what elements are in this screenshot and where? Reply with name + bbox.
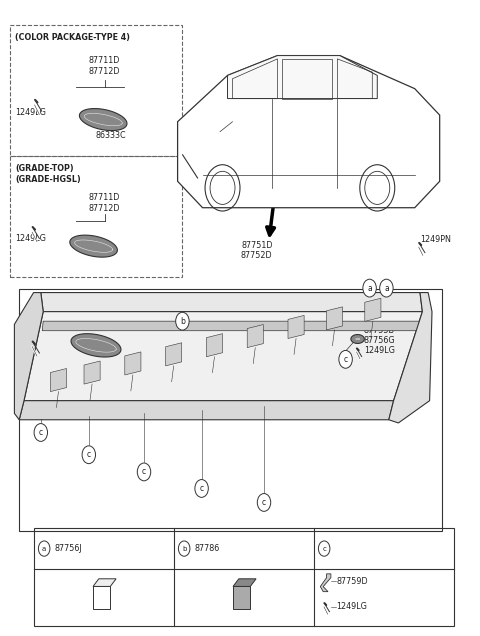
Text: 87711D: 87711D bbox=[27, 321, 59, 330]
Circle shape bbox=[38, 541, 50, 556]
Text: 87756J: 87756J bbox=[55, 544, 83, 553]
Text: b: b bbox=[182, 546, 186, 551]
Polygon shape bbox=[14, 293, 43, 420]
Text: 87712D: 87712D bbox=[89, 204, 120, 212]
Polygon shape bbox=[351, 335, 364, 343]
Text: c: c bbox=[262, 498, 266, 507]
Polygon shape bbox=[247, 324, 264, 348]
Text: 86333C: 86333C bbox=[95, 131, 126, 140]
Circle shape bbox=[195, 480, 208, 497]
Text: 1249LG: 1249LG bbox=[336, 602, 368, 611]
Text: (GRADE-HGSL): (GRADE-HGSL) bbox=[15, 175, 81, 184]
Circle shape bbox=[257, 494, 271, 511]
Circle shape bbox=[82, 446, 96, 464]
Polygon shape bbox=[71, 334, 121, 357]
Polygon shape bbox=[70, 235, 118, 257]
Polygon shape bbox=[228, 55, 377, 99]
Polygon shape bbox=[84, 361, 100, 384]
Text: 1249LG: 1249LG bbox=[15, 108, 46, 117]
Text: c: c bbox=[39, 428, 43, 437]
Polygon shape bbox=[50, 368, 67, 392]
Text: (GRADE-TOP): (GRADE-TOP) bbox=[15, 164, 74, 173]
Polygon shape bbox=[178, 55, 440, 208]
Text: 1249LG: 1249LG bbox=[13, 349, 44, 357]
Text: 87751D: 87751D bbox=[241, 241, 273, 250]
Text: 1249PN: 1249PN bbox=[420, 235, 451, 244]
Polygon shape bbox=[42, 321, 421, 331]
Polygon shape bbox=[206, 334, 223, 357]
Bar bbox=[34, 528, 454, 626]
Text: (COLOR PACKAGE-TYPE 4): (COLOR PACKAGE-TYPE 4) bbox=[15, 33, 131, 42]
Text: 87759D: 87759D bbox=[336, 577, 368, 586]
Text: c: c bbox=[322, 546, 326, 551]
Circle shape bbox=[339, 350, 352, 368]
Circle shape bbox=[179, 541, 190, 556]
Text: 87755B: 87755B bbox=[364, 326, 395, 335]
Polygon shape bbox=[79, 109, 127, 130]
Bar bbox=[10, 156, 182, 277]
Circle shape bbox=[363, 279, 376, 297]
Text: c: c bbox=[200, 484, 204, 493]
Text: 1249LG: 1249LG bbox=[15, 234, 46, 243]
Text: 87712D: 87712D bbox=[27, 332, 59, 341]
Circle shape bbox=[380, 279, 393, 297]
Circle shape bbox=[137, 463, 151, 481]
Bar bbox=[10, 25, 182, 156]
Polygon shape bbox=[233, 586, 251, 609]
Text: 87712D: 87712D bbox=[89, 67, 120, 76]
Polygon shape bbox=[93, 579, 116, 586]
Text: c: c bbox=[142, 467, 146, 476]
Text: 87756G: 87756G bbox=[364, 336, 396, 345]
Polygon shape bbox=[19, 401, 394, 420]
Polygon shape bbox=[365, 298, 381, 321]
Circle shape bbox=[34, 424, 48, 441]
Polygon shape bbox=[288, 315, 304, 338]
Polygon shape bbox=[125, 352, 141, 375]
Text: 87711D: 87711D bbox=[89, 193, 120, 202]
Text: 87711D: 87711D bbox=[89, 56, 120, 65]
Polygon shape bbox=[233, 579, 256, 586]
Text: c: c bbox=[344, 355, 348, 364]
Text: a: a bbox=[384, 284, 389, 293]
Text: 87752D: 87752D bbox=[241, 251, 273, 259]
Polygon shape bbox=[93, 586, 110, 609]
Circle shape bbox=[318, 541, 330, 556]
Polygon shape bbox=[320, 574, 331, 591]
Polygon shape bbox=[41, 293, 422, 312]
Polygon shape bbox=[166, 343, 182, 366]
Text: b: b bbox=[180, 317, 185, 326]
Text: a: a bbox=[367, 284, 372, 293]
Polygon shape bbox=[326, 307, 343, 330]
Text: a: a bbox=[42, 546, 46, 551]
Circle shape bbox=[176, 312, 189, 330]
Polygon shape bbox=[24, 312, 422, 401]
Text: 87786: 87786 bbox=[195, 544, 220, 553]
Polygon shape bbox=[389, 293, 432, 423]
Text: 1249LG: 1249LG bbox=[364, 346, 395, 355]
Text: c: c bbox=[87, 450, 91, 459]
